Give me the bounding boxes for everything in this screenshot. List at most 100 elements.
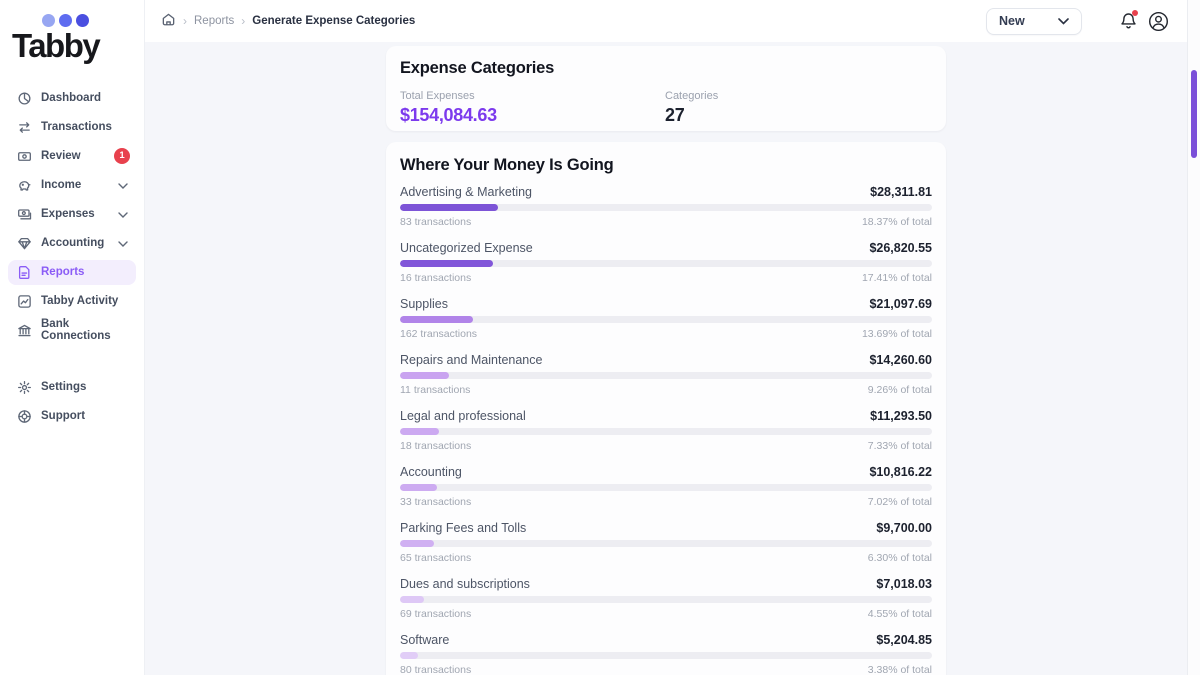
- breadcrumb-item-generate-expense-categories: Generate Expense Categories: [252, 15, 416, 27]
- user-avatar-icon: [1149, 11, 1168, 31]
- category-progress-fill: [400, 596, 425, 603]
- lifebuoy-icon: [16, 408, 32, 424]
- expense-row-header: Dues and subscriptions $7,018.03: [400, 577, 932, 591]
- logo-dot: [59, 14, 72, 27]
- category-amount: $28,311.81: [870, 185, 932, 199]
- category-label: Repairs and Maintenance: [400, 353, 543, 367]
- swap-arrows-icon: [16, 119, 32, 135]
- category-progress-fill: [400, 484, 438, 491]
- sidebar-item-label: Transactions: [41, 121, 112, 134]
- expense-row-header: Repairs and Maintenance $14,260.60: [400, 353, 932, 367]
- summary-card-title: Expense Categories: [400, 59, 555, 77]
- expense-row-meta: 16 transactions 17.41% of total: [400, 272, 932, 284]
- expense-row-meta: 162 transactions 13.69% of total: [400, 328, 932, 340]
- category-progress-fill: [400, 260, 493, 267]
- category-progress-fill: [400, 652, 418, 659]
- category-percent: 3.38% of total: [867, 664, 932, 675]
- profile-avatar-button[interactable]: [1148, 11, 1169, 32]
- cash-stack-icon: [16, 206, 32, 222]
- category-rows: Advertising & Marketing $28,311.81 83 tran…: [400, 185, 932, 675]
- category-progress-track: [400, 596, 932, 603]
- notifications-button[interactable]: [1120, 10, 1138, 30]
- category-progress-track: [400, 260, 932, 267]
- expense-row-accounting: Accounting $10,816.22 33 transactions 7.02%…: [400, 465, 932, 508]
- scrollbar-thumb[interactable]: [1191, 70, 1197, 158]
- category-amount: $9,700.00: [876, 521, 932, 535]
- category-percent: 7.33% of total: [867, 440, 932, 452]
- sidebar-item-transactions[interactable]: Transactions: [8, 115, 136, 140]
- category-progress-fill: [400, 428, 439, 435]
- expense-row-meta: 80 transactions 3.38% of total: [400, 664, 932, 675]
- bell-icon: [1121, 13, 1136, 29]
- expense-row-meta: 65 transactions 6.30% of total: [400, 552, 932, 564]
- gear-icon: [16, 379, 32, 395]
- chevron-down-icon[interactable]: [118, 180, 128, 192]
- category-amount: $11,293.50: [870, 409, 932, 423]
- expense-row-repairs-and-maintenance: Repairs and Maintenance $14,260.60 11 tran…: [400, 353, 932, 396]
- sidebar-section-gap: [8, 347, 136, 375]
- sidebar-item-income[interactable]: Income: [8, 173, 136, 198]
- category-progress-fill: [400, 540, 434, 547]
- category-transactions: 65 transactions: [400, 552, 472, 564]
- app-logo[interactable]: Tabby: [0, 0, 144, 68]
- category-progress-fill: [400, 316, 473, 323]
- sidebar-item-expenses[interactable]: Expenses: [8, 202, 136, 227]
- category-label: Software: [400, 633, 450, 647]
- category-transactions: 18 transactions: [400, 440, 472, 452]
- sidebar-item-settings[interactable]: Settings: [8, 375, 136, 400]
- sidebar-item-review[interactable]: Review 1: [8, 144, 136, 169]
- expense-row-uncategorized-expense: Uncategorized Expense $26,820.55 16 transa…: [400, 241, 932, 284]
- chevron-down-icon[interactable]: [118, 238, 128, 250]
- stat-label: Categories: [665, 90, 719, 102]
- category-amount: $7,018.03: [876, 577, 932, 591]
- sidebar-item-accounting[interactable]: Accounting: [8, 231, 136, 256]
- expense-categories-card: Expense Categories Total Expenses $154,08…: [386, 46, 946, 131]
- expense-row-legal-and-professional: Legal and professional $11,293.50 18 trans…: [400, 409, 932, 452]
- home-icon[interactable]: [161, 12, 176, 30]
- category-transactions: 83 transactions: [400, 216, 472, 228]
- category-progress-track: [400, 652, 932, 659]
- category-transactions: 162 transactions: [400, 328, 478, 340]
- category-amount: $14,260.60: [869, 353, 932, 367]
- category-transactions: 33 transactions: [400, 496, 472, 508]
- expense-row-header: Supplies $21,097.69: [400, 297, 932, 311]
- expense-row-supplies: Supplies $21,097.69 162 transactions 13.69%…: [400, 297, 932, 340]
- category-label: Accounting: [400, 465, 462, 479]
- category-progress-fill: [400, 372, 450, 379]
- category-progress-track: [400, 428, 932, 435]
- expense-row-meta: 83 transactions 18.37% of total: [400, 216, 932, 228]
- category-label: Supplies: [400, 297, 448, 311]
- sidebar-item-dashboard[interactable]: Dashboard: [8, 86, 136, 111]
- sidebar-item-support[interactable]: Support: [8, 404, 136, 429]
- piggy-bank-icon: [16, 177, 32, 193]
- chevron-down-icon[interactable]: [118, 209, 128, 221]
- logo-dot: [76, 14, 89, 27]
- category-transactions: 69 transactions: [400, 608, 472, 620]
- breadcrumb-item-reports[interactable]: Reports: [194, 15, 235, 27]
- money-breakdown-card: Where Your Money Is Going Advertising & …: [386, 142, 946, 675]
- pie-chart-icon: [16, 90, 32, 106]
- sidebar-item-bank-connections[interactable]: Bank Connections: [8, 318, 136, 343]
- category-label: Legal and professional: [400, 409, 526, 423]
- category-percent: 7.02% of total: [867, 496, 932, 508]
- category-transactions: 11 transactions: [400, 384, 471, 396]
- sidebar-item-reports[interactable]: Reports: [8, 259, 136, 285]
- sidebar: Tabby Dashboard Transactions Review 1 Income…: [0, 0, 145, 675]
- sidebar-item-label: Expenses: [41, 208, 95, 221]
- category-progress-track: [400, 316, 932, 323]
- summary-stats: Total Expenses $154,084.63 Categories 27: [400, 90, 932, 126]
- expense-row-software: Software $5,204.85 80 transactions 3.38% of…: [400, 633, 932, 675]
- notification-unread-dot: [1132, 10, 1138, 16]
- category-label: Dues and subscriptions: [400, 577, 530, 591]
- breadcrumb-separator: ›: [183, 14, 187, 28]
- new-button[interactable]: New: [986, 7, 1082, 35]
- expense-row-meta: 69 transactions 4.55% of total: [400, 608, 932, 620]
- category-label: Uncategorized Expense: [400, 241, 533, 255]
- page-scrollbar[interactable]: [1187, 0, 1200, 675]
- sidebar-item-tabby-activity[interactable]: Tabby Activity: [8, 289, 136, 314]
- expense-row-header: Software $5,204.85: [400, 633, 932, 647]
- sidebar-item-label: Accounting: [41, 237, 105, 250]
- category-percent: 18.37% of total: [861, 216, 932, 228]
- category-percent: 4.55% of total: [867, 608, 932, 620]
- expense-row-advertising-marketing: Advertising & Marketing $28,311.81 83 tran…: [400, 185, 932, 228]
